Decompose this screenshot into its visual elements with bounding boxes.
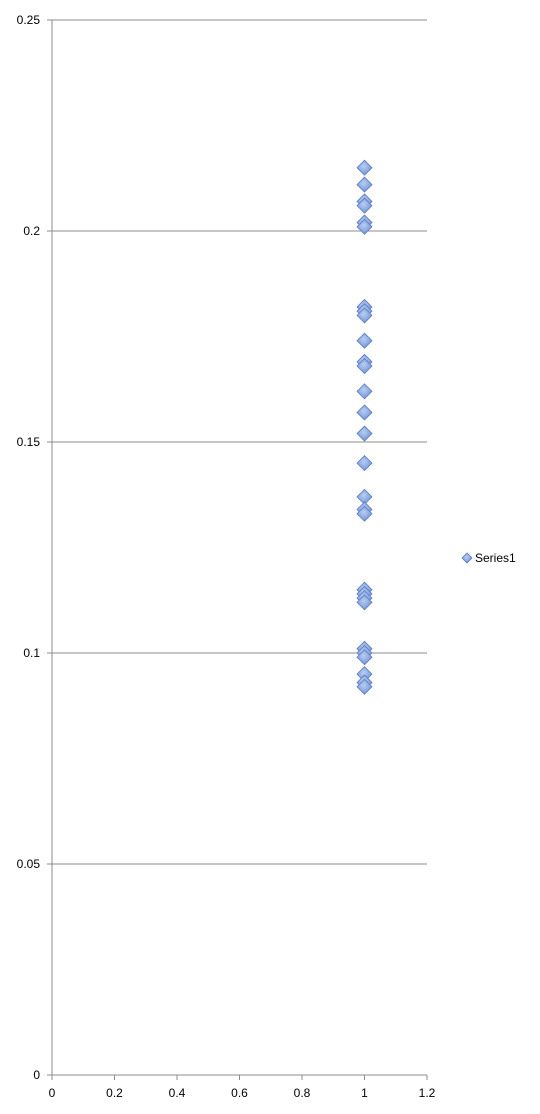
x-tick-label: 0.4 [169,1086,186,1100]
data-point [356,649,373,666]
y-tick-label: 0.25 [17,13,41,27]
data-point [356,383,373,400]
y-tick-labels: 0 0.05 0.1 0.15 0.2 0.25 [17,13,41,1082]
data-point [356,307,373,324]
x-tick-label: 0.8 [294,1086,311,1100]
x-tick-label: 0 [49,1086,56,1100]
legend-label-series1: Series1 [475,551,516,565]
y-tick-label: 0 [33,1068,40,1082]
axes [47,19,428,1080]
x-tick-label: 0.6 [231,1086,248,1100]
data-point [356,678,373,695]
data-points [356,159,373,695]
data-point [356,455,373,472]
data-point [356,332,373,349]
legend-marker-series1 [461,552,473,564]
legend: Series1 [461,551,516,565]
data-point [356,505,373,522]
x-tick-labels: 0 0.2 0.4 0.6 0.8 1 1.2 [49,1086,436,1100]
data-point [356,197,373,214]
x-tick-label: 1 [361,1086,368,1100]
y-tick-label: 0.05 [17,857,41,871]
data-point [356,218,373,235]
y-tick-label: 0.1 [23,646,40,660]
data-point [356,594,373,611]
data-point [356,404,373,421]
y-tick-label: 0.15 [17,435,41,449]
x-tick-label: 1.2 [419,1086,436,1100]
y-tick-label: 0.2 [23,224,40,238]
x-tick-label: 0.2 [106,1086,123,1100]
data-point [356,176,373,193]
data-point [356,159,373,176]
data-point [356,357,373,375]
data-point [356,425,373,442]
